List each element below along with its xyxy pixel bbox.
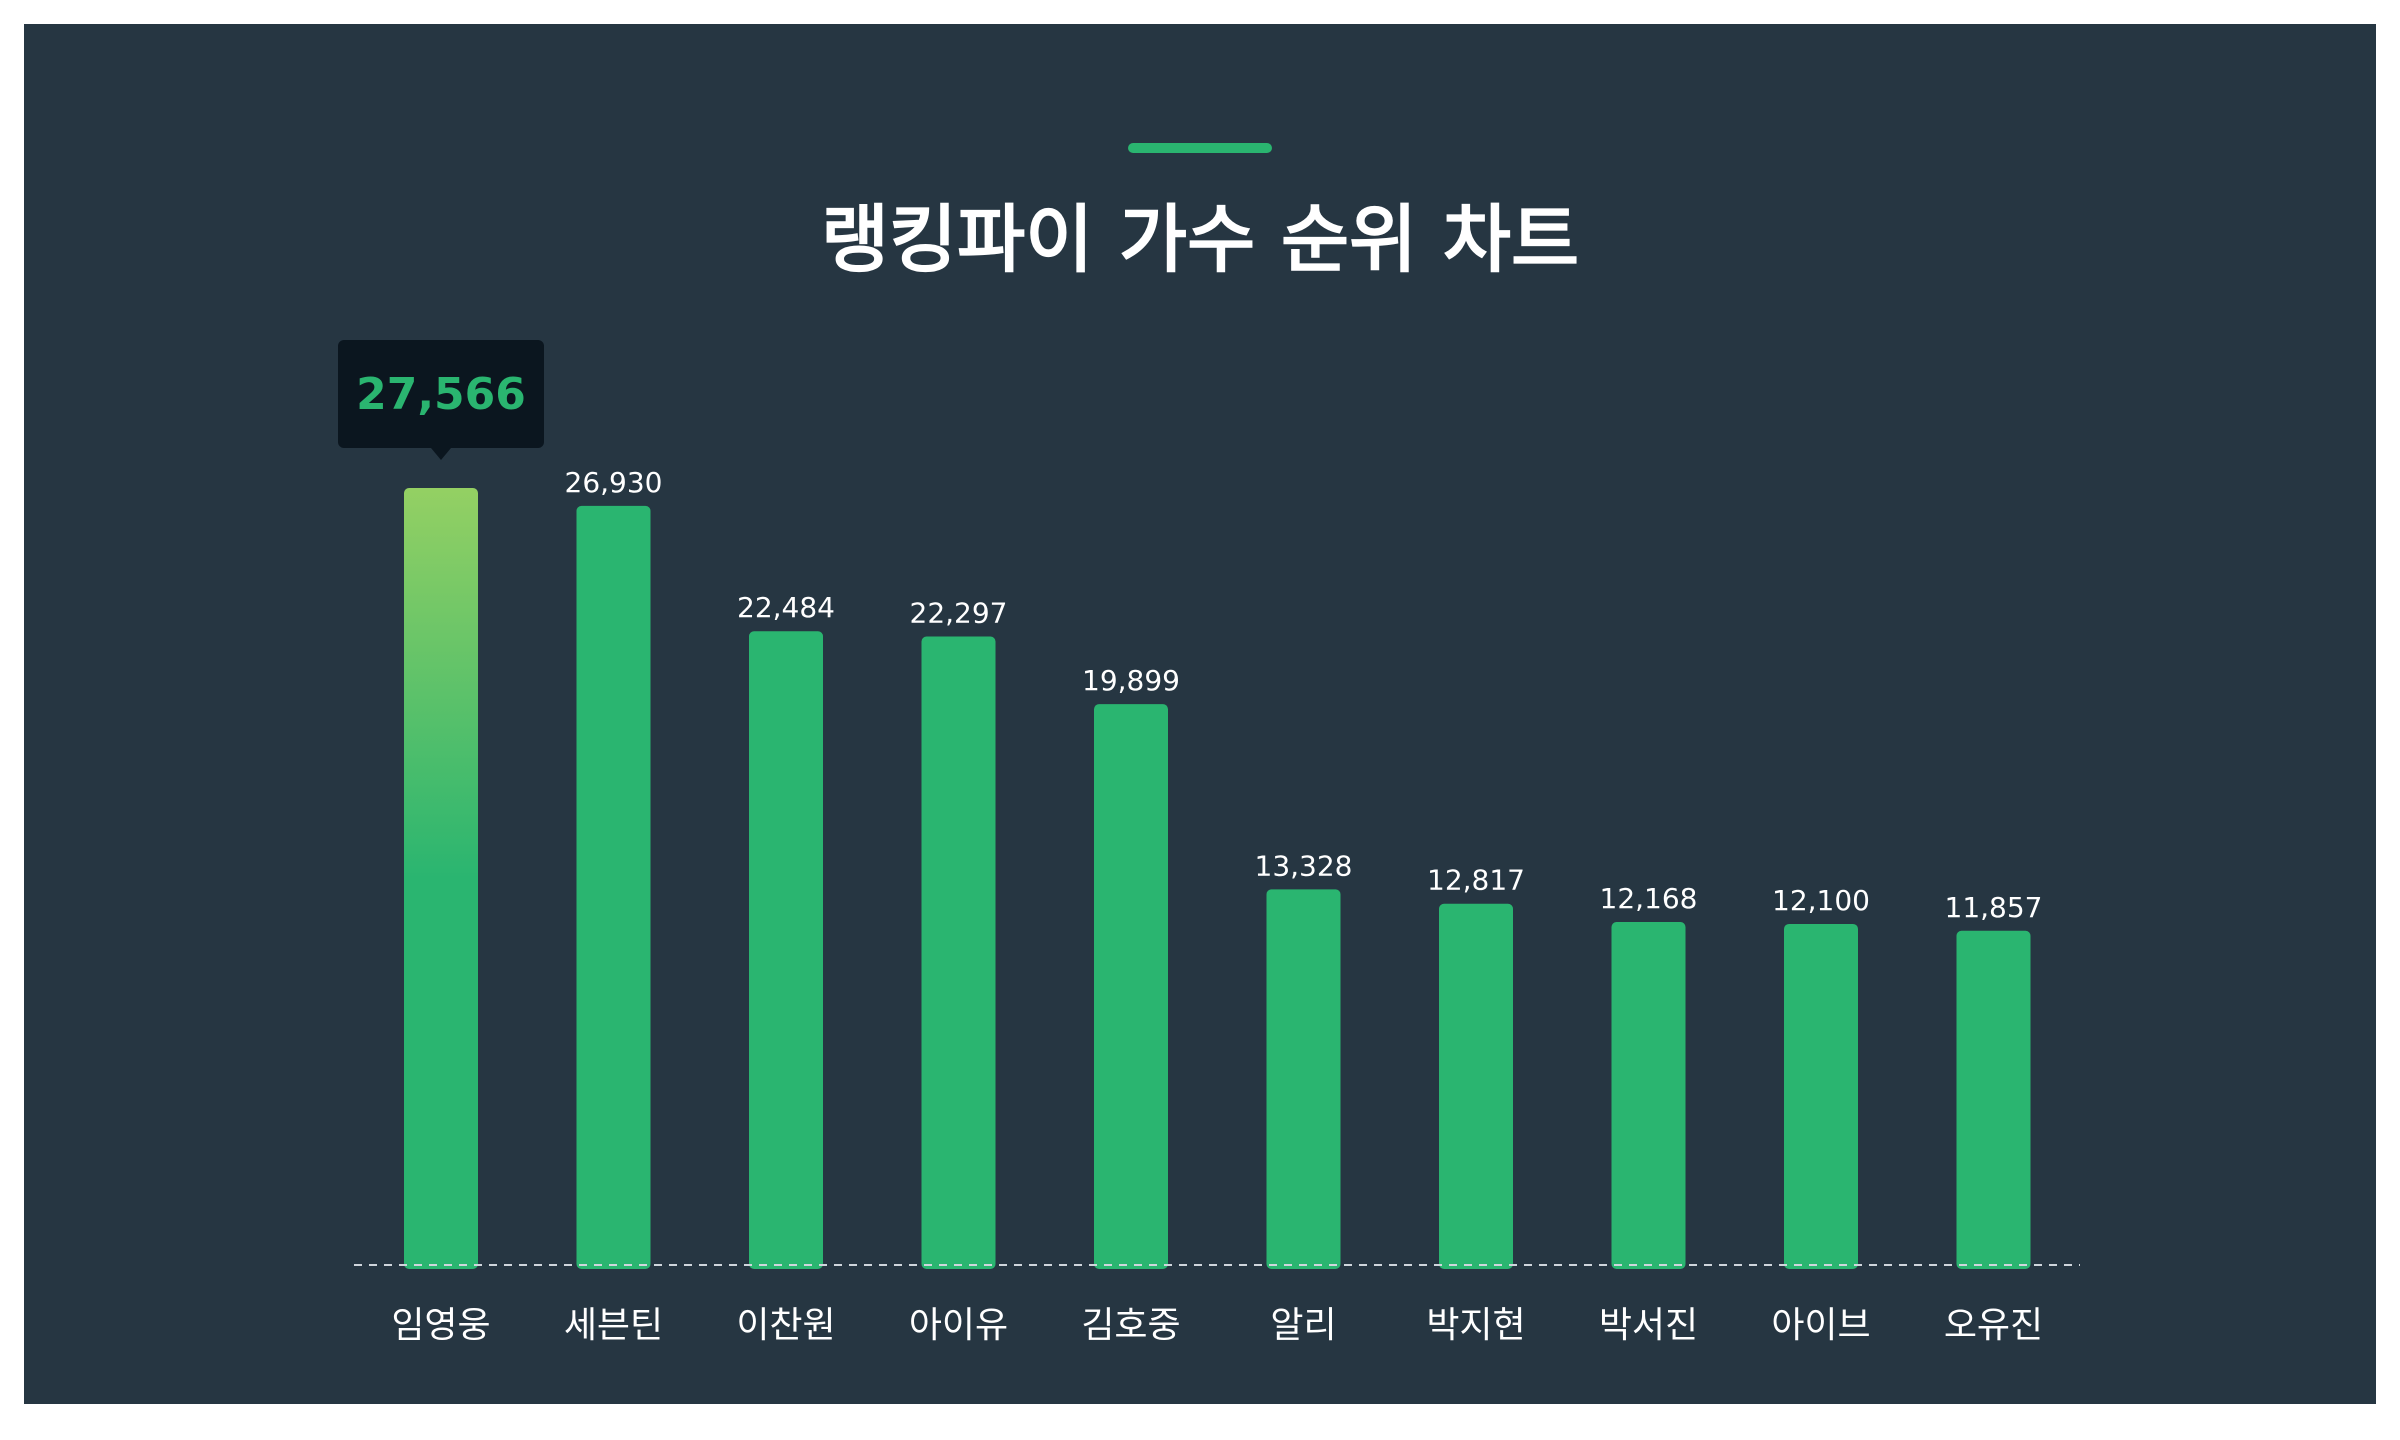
tooltip-value: 27,566 [356, 368, 526, 420]
highlight-tooltip: 27,566 [338, 340, 544, 460]
value-label-6: 13,328 [1255, 849, 1353, 882]
value-label-9: 12,100 [1772, 884, 1870, 917]
category-label-3: 이찬원 [736, 1305, 835, 1346]
bar-4[interactable] [921, 636, 996, 1269]
value-label-8: 12,168 [1600, 882, 1698, 915]
bar-7[interactable] [1439, 903, 1513, 1269]
category-label-10: 오유진 [1944, 1305, 2043, 1346]
value-label-3: 22,484 [737, 591, 835, 624]
category-label-8: 박서진 [1599, 1305, 1698, 1346]
category-label-2: 세븐틴 [564, 1305, 663, 1346]
bar-9[interactable] [1784, 923, 1858, 1269]
title-accent-bar [1128, 143, 1272, 153]
bar-6[interactable] [1266, 889, 1341, 1269]
category-label-7: 박지현 [1426, 1305, 1525, 1346]
value-label-7: 12,817 [1427, 864, 1525, 897]
bar-3[interactable] [749, 631, 823, 1269]
value-label-5: 19,899 [1082, 664, 1180, 697]
bar-10[interactable] [1956, 930, 2031, 1269]
category-label-9: 아이브 [1771, 1305, 1870, 1346]
value-label-2: 26,930 [565, 466, 663, 499]
chart-title: 랭킹파이 가수 순위 차트 [820, 197, 1580, 283]
bar-8[interactable] [1611, 922, 1686, 1269]
bar-1[interactable] [404, 488, 478, 1269]
value-label-10: 11,857 [1945, 891, 2043, 924]
category-label-5: 김호중 [1081, 1305, 1180, 1346]
category-label-6: 알리 [1270, 1305, 1336, 1346]
value-label-4: 22,297 [910, 597, 1008, 630]
category-label-1: 임영웅 [391, 1305, 490, 1346]
bar-2[interactable] [576, 505, 651, 1269]
bar-5[interactable] [1094, 704, 1168, 1269]
category-label-4: 아이유 [909, 1305, 1008, 1346]
